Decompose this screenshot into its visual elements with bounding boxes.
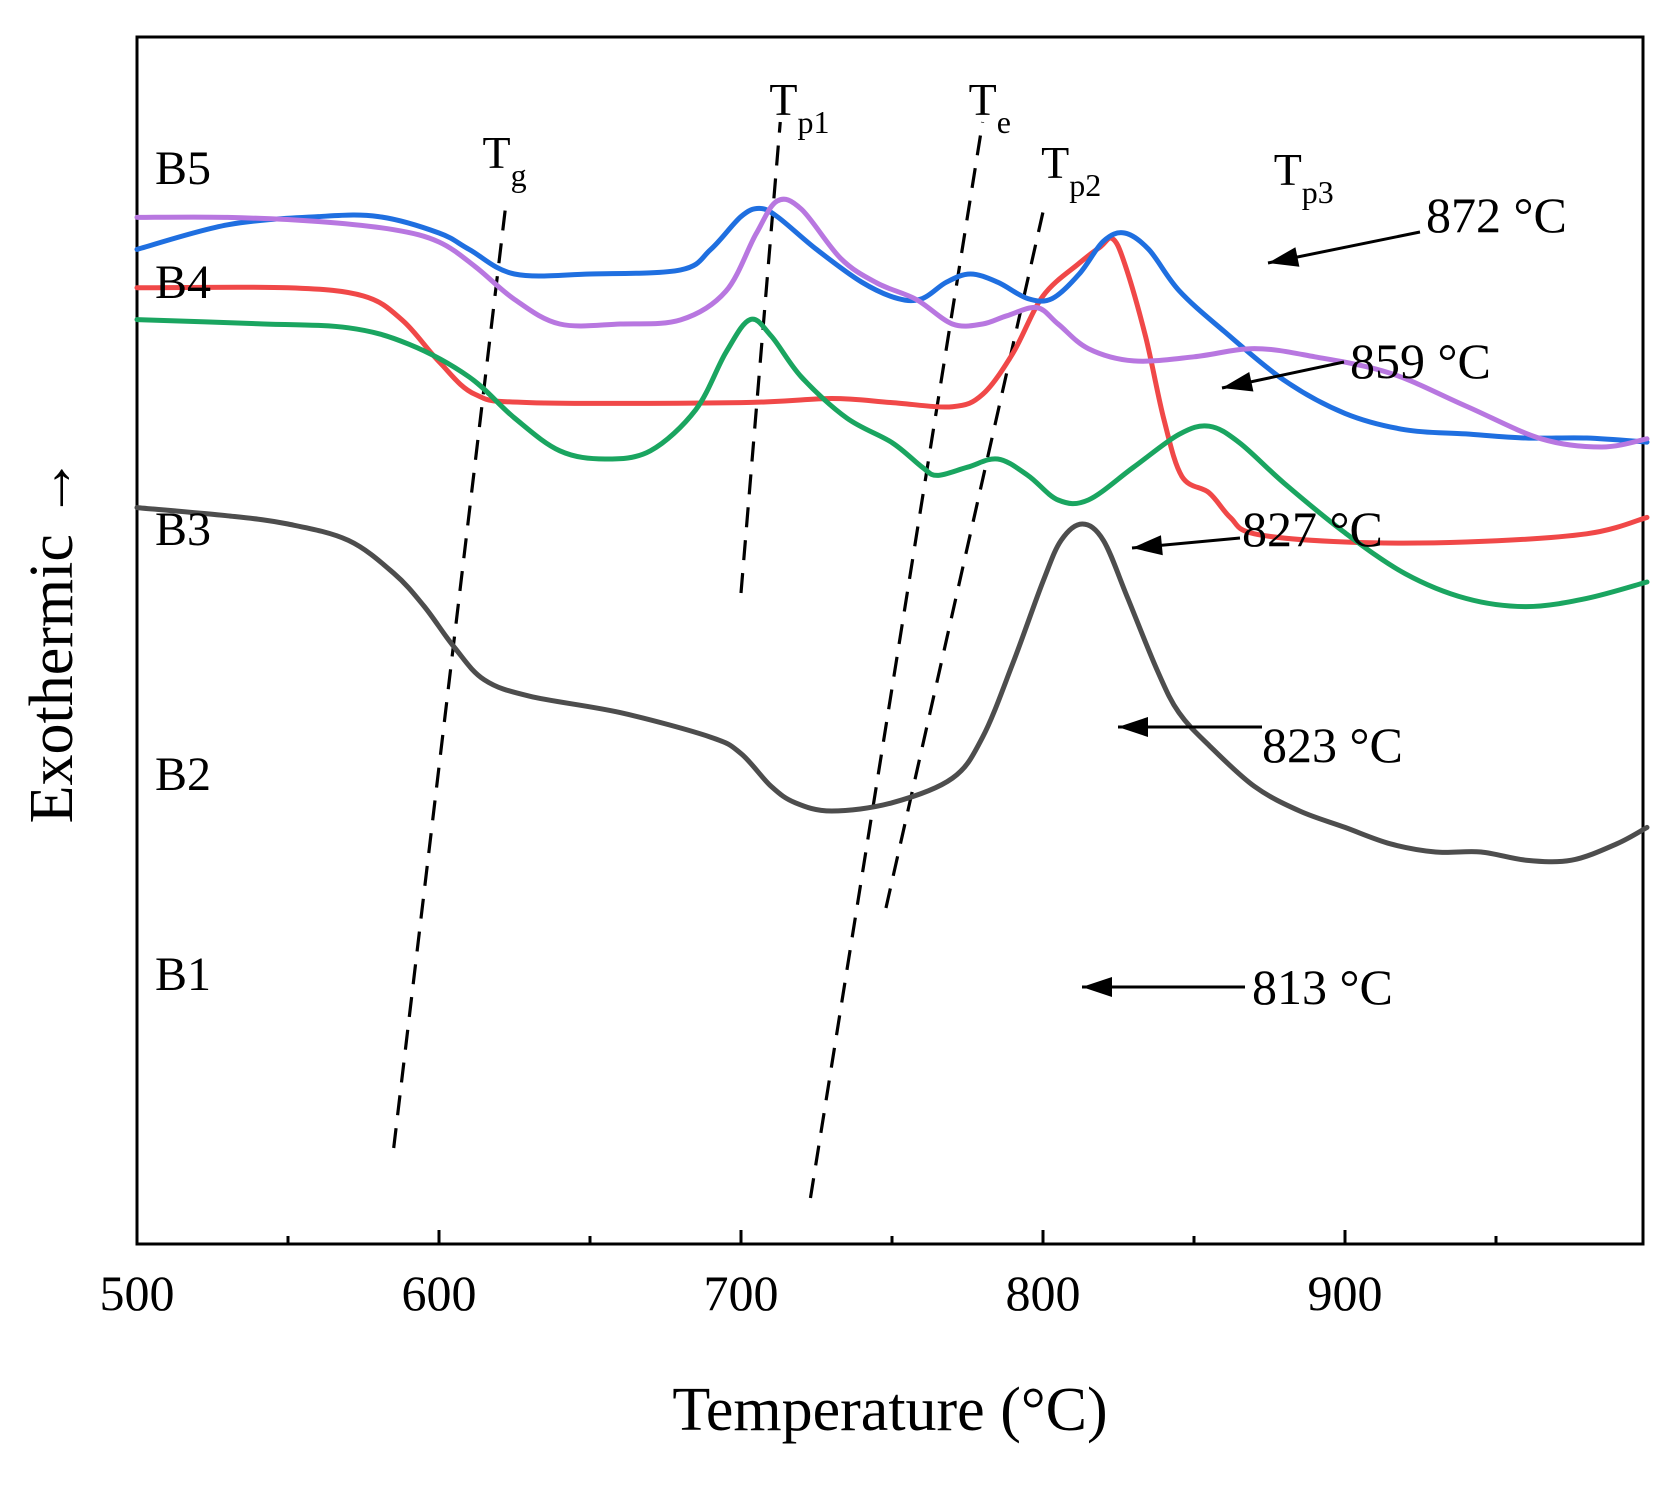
peak-arrow-head-b5: [1268, 247, 1300, 267]
x-tick-label: 900: [1308, 1265, 1383, 1321]
guide-line-tp1: [739, 121, 782, 594]
dsc-curves: [134, 196, 1650, 865]
series-label-b3: B3: [155, 503, 211, 556]
x-tick-label: 600: [402, 1265, 477, 1321]
peak-arrow-head-b3: [1132, 535, 1163, 556]
peak-label-b1: 813 °C: [1252, 959, 1393, 1015]
series-label-b2: B2: [155, 748, 211, 801]
peak-label-b4: 859 °C: [1350, 333, 1491, 389]
series-label-b5: B5: [155, 142, 211, 195]
curve-b3: [134, 205, 1650, 445]
peak-arrow-head-b1: [1082, 977, 1112, 997]
curve-b1: [134, 505, 1650, 865]
peak-label-b2: 823 °C: [1262, 717, 1403, 773]
y-axis-title: Exothermic →: [18, 457, 86, 824]
peak-label-b5: 872 °C: [1426, 187, 1567, 243]
plot-frame: [135, 35, 1645, 1246]
curve-b4: [134, 316, 1650, 610]
series-label-b4: B4: [155, 256, 211, 309]
x-ticks: 500 600 700 800 900: [100, 1230, 1498, 1321]
peak-arrow-head-b4: [1222, 371, 1254, 392]
series-label-b1: B1: [155, 948, 211, 1001]
curve-b5: [134, 196, 1650, 450]
x-tick-label: 500: [100, 1265, 175, 1321]
guide-line-tp2: [884, 211, 1045, 909]
x-tick-label: 700: [704, 1265, 779, 1321]
x-tick-label: 800: [1006, 1265, 1081, 1321]
guide-lines: [392, 121, 1045, 1199]
guide-line-tg: [392, 207, 508, 1149]
peak-label-b3: 827 °C: [1242, 501, 1383, 557]
curve-b2: [134, 235, 1650, 546]
peak-annotations: 813 °C 823 °C 827 °C 859 °C 872 °C: [1082, 187, 1567, 1015]
guide-line-te: [808, 121, 985, 1199]
peak-arrow-head-b2: [1118, 717, 1148, 737]
x-axis-title: Temperature (°C): [672, 1376, 1107, 1444]
